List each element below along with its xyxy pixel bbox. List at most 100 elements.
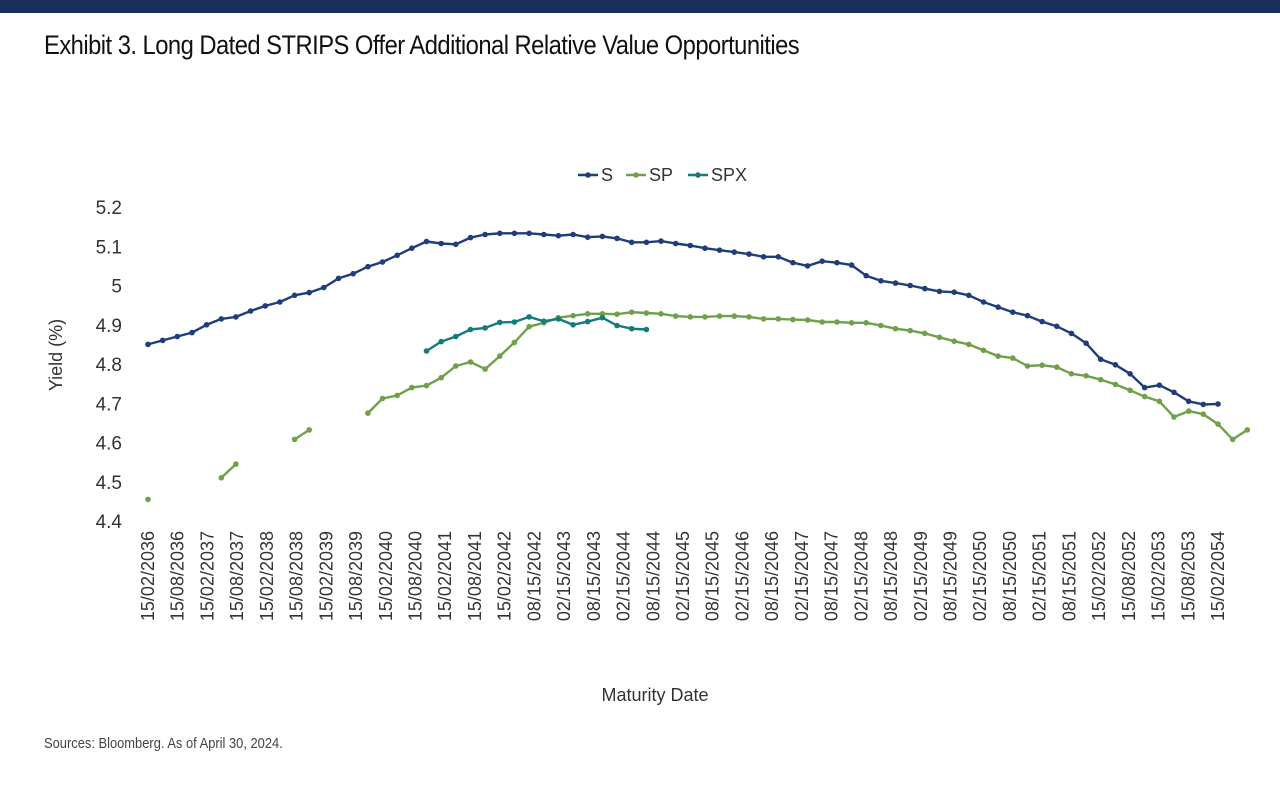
data-point-s [1112, 362, 1119, 368]
data-point-sp [365, 410, 371, 416]
data-point-sp [423, 382, 430, 389]
x-tick-label: 15/02/2053 [1149, 531, 1169, 621]
data-point-sp [218, 475, 225, 481]
data-point-sp [306, 427, 313, 433]
x-tick-label: 08/15/2042 [524, 531, 544, 621]
data-point-sp [1200, 411, 1207, 418]
data-point-s [189, 329, 195, 336]
legend-label: S [601, 165, 613, 185]
x-tick-label: 15/02/2041 [435, 531, 455, 621]
data-point-spx [555, 316, 562, 322]
data-point-s [218, 316, 225, 322]
data-point-s [1215, 401, 1221, 407]
data-point-s [863, 272, 869, 279]
data-point-sp [1244, 427, 1251, 433]
data-point-s [1200, 401, 1207, 408]
data-point-s [951, 289, 957, 296]
data-point-s [233, 314, 239, 320]
data-point-s [306, 289, 313, 296]
data-point-s [541, 231, 547, 238]
data-point-sp [863, 320, 869, 326]
data-point-sp [892, 325, 899, 332]
data-point-s [892, 280, 899, 286]
data-point-s [980, 299, 987, 305]
data-point-s [1068, 330, 1075, 337]
x-tick-label: 15/08/2039 [346, 531, 366, 621]
legend-label: SP [649, 165, 673, 185]
data-point-s [438, 240, 445, 247]
data-point-s [1039, 318, 1045, 325]
data-point-sp [746, 314, 752, 320]
data-point-sp [804, 317, 811, 323]
data-point-spx [526, 314, 532, 320]
data-point-s [922, 285, 928, 292]
data-point-spx [599, 314, 606, 321]
data-point-s [907, 282, 913, 289]
x-tick-label: 08/15/2048 [881, 531, 901, 621]
x-tick-label: 15/02/2039 [316, 531, 336, 621]
x-tick-label: 15/08/2038 [287, 531, 307, 621]
data-point-s [658, 238, 664, 244]
data-point-s [1097, 356, 1104, 363]
x-tick-label: 02/15/2047 [792, 531, 812, 621]
data-point-sp [658, 311, 664, 317]
data-point-sp [834, 319, 840, 325]
data-point-s [1024, 312, 1031, 319]
data-point-s [687, 242, 694, 249]
data-point-sp [570, 312, 576, 319]
y-axis: 4.4 4.5 4.6 4.7 4.8 4.9 5 5.1 5.2 [96, 198, 123, 533]
legend-label: SPX [711, 165, 747, 185]
data-point-s [628, 239, 635, 246]
data-point-spx [482, 325, 488, 331]
x-tick-label: 08/15/2046 [762, 531, 782, 621]
data-point-s [1127, 371, 1133, 377]
data-point-s [467, 234, 474, 241]
data-point-sp [1068, 371, 1075, 377]
x-tick-label: 15/08/2041 [465, 531, 485, 621]
data-point-sp [936, 334, 943, 341]
data-point-s [350, 270, 357, 277]
data-point-s [555, 232, 562, 239]
data-point-s [878, 278, 884, 284]
data-point-spx [628, 325, 635, 332]
y-tick-label: 5.2 [96, 198, 122, 219]
data-point-spx [467, 326, 474, 333]
data-point-s [145, 341, 151, 348]
x-tick-label: 08/15/2044 [643, 531, 663, 621]
x-tick-label: 15/02/2052 [1089, 531, 1109, 621]
data-point-sp [672, 313, 679, 319]
x-tick-label: 08/15/2049 [941, 531, 961, 621]
data-point-spx [438, 338, 445, 345]
x-tick-label: 15/08/2037 [227, 531, 247, 621]
data-point-sp [511, 339, 518, 346]
y-tick-label: 4.4 [96, 512, 123, 533]
x-tick-label: 02/15/2051 [1030, 531, 1050, 621]
data-point-s [291, 292, 298, 299]
data-point-s [966, 292, 972, 299]
series-line-spx [425, 315, 647, 353]
data-point-s [159, 337, 166, 344]
data-point-sp [584, 311, 591, 317]
data-point-spx [453, 333, 459, 340]
data-point-s [672, 240, 679, 247]
y-tick-label: 5.1 [96, 237, 122, 258]
data-point-spx [570, 322, 576, 328]
data-point-s [804, 263, 811, 269]
legend-marker [695, 172, 701, 178]
x-tick-label: 02/15/2046 [732, 531, 752, 621]
y-axis-label: Yield (%) [46, 319, 66, 391]
data-point-sp [1127, 387, 1133, 394]
series-line-s [147, 232, 1219, 406]
data-point-sp [1141, 393, 1148, 400]
data-point-sp [291, 436, 298, 443]
legend-item-spx: SPX [688, 165, 747, 185]
data-point-s [790, 259, 796, 266]
data-point-sp [819, 319, 825, 325]
series-line-sp [220, 463, 237, 479]
data-point-sp [790, 316, 796, 323]
data-point-spx [584, 318, 591, 325]
data-point-spx [423, 348, 430, 354]
data-point-s [321, 284, 327, 291]
data-point-s [760, 253, 767, 260]
